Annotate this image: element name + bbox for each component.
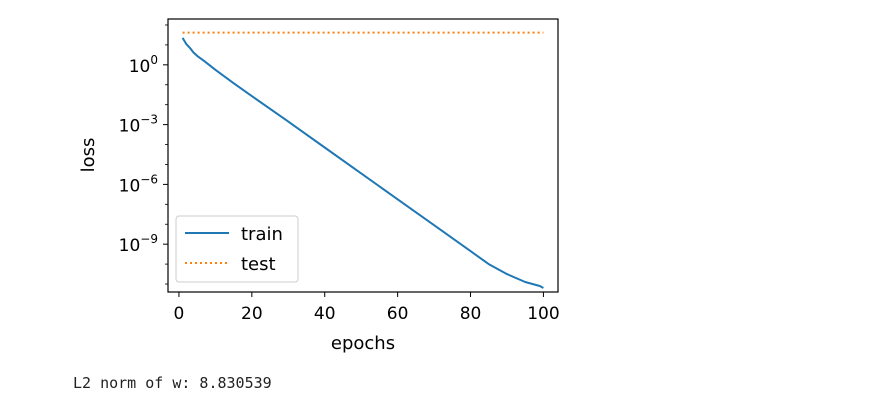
x-tick-label: 80 xyxy=(460,304,482,324)
y-tick-label: 100 xyxy=(129,53,158,77)
x-tick-label: 60 xyxy=(387,304,409,324)
x-axis: 0 20 40 60 80 100 xyxy=(174,292,560,324)
x-tick-label: 0 xyxy=(174,304,185,324)
legend: train test xyxy=(175,215,299,283)
x-tick-label: 40 xyxy=(314,304,336,324)
x-tick-label: 100 xyxy=(527,304,559,324)
loss-chart: 0 20 40 60 80 100 100 10−3 10−6 10−9 epochs loss… xyxy=(78,18,560,354)
series-layer xyxy=(181,31,544,289)
x-axis-label: epochs xyxy=(331,333,395,354)
series-line-train xyxy=(181,37,544,289)
x-tick-label: 20 xyxy=(241,304,263,324)
plot-frame xyxy=(167,18,559,293)
legend-label-train: train xyxy=(241,224,283,245)
y-tick-label: 10−9 xyxy=(119,232,158,256)
y-axis-label: loss xyxy=(78,138,99,173)
y-tick-label: 10−3 xyxy=(119,113,158,137)
output-text: L2 norm of w: 8.830539 xyxy=(73,374,272,392)
y-axis: 100 10−3 10−6 10−9 xyxy=(119,24,168,285)
y-tick-label: 10−6 xyxy=(119,172,158,196)
legend-label-test: test xyxy=(241,254,276,275)
